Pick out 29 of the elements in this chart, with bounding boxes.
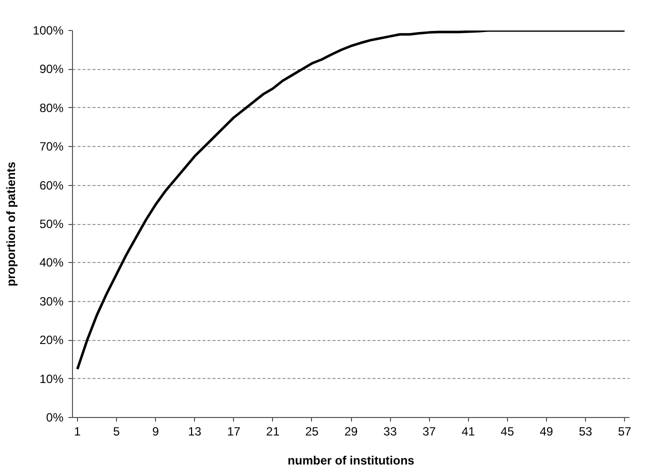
x-tick-label: 1 xyxy=(74,424,82,438)
y-tick-label: 70% xyxy=(39,140,64,154)
x-tick-label: 25 xyxy=(305,424,319,438)
x-tick-label: 37 xyxy=(422,424,436,438)
y-tick-label: 30% xyxy=(39,294,64,308)
x-tick-label: 21 xyxy=(266,424,280,438)
y-tick-label: 10% xyxy=(39,372,64,386)
y-tick-label: 100% xyxy=(32,24,64,38)
x-tick-label: 17 xyxy=(227,424,241,438)
x-tick-label: 29 xyxy=(344,424,358,438)
y-axis-title: proportion of patients xyxy=(4,161,18,286)
x-tick-label: 53 xyxy=(578,424,593,438)
x-tick-label: 5 xyxy=(113,424,120,438)
x-tick-label: 49 xyxy=(540,424,554,438)
line-series xyxy=(76,30,626,370)
y-tick-label: 40% xyxy=(39,256,64,270)
y-tick-label: 20% xyxy=(39,333,64,348)
x-tick-label: 41 xyxy=(462,424,476,438)
y-tick-label: 60% xyxy=(39,178,64,192)
x-tick-label: 45 xyxy=(500,424,514,438)
y-tick-label: 90% xyxy=(39,62,64,76)
y-tick-label: 50% xyxy=(39,217,64,231)
x-tick-label: 33 xyxy=(383,424,398,438)
x-tick-label: 9 xyxy=(152,424,160,438)
x-tick-label: 13 xyxy=(188,424,202,438)
x-tick-label: 57 xyxy=(618,424,632,438)
x-axis-title: number of institutions xyxy=(288,454,415,468)
y-tick-label: 0% xyxy=(46,410,64,424)
y-tick-label: 80% xyxy=(39,100,64,115)
